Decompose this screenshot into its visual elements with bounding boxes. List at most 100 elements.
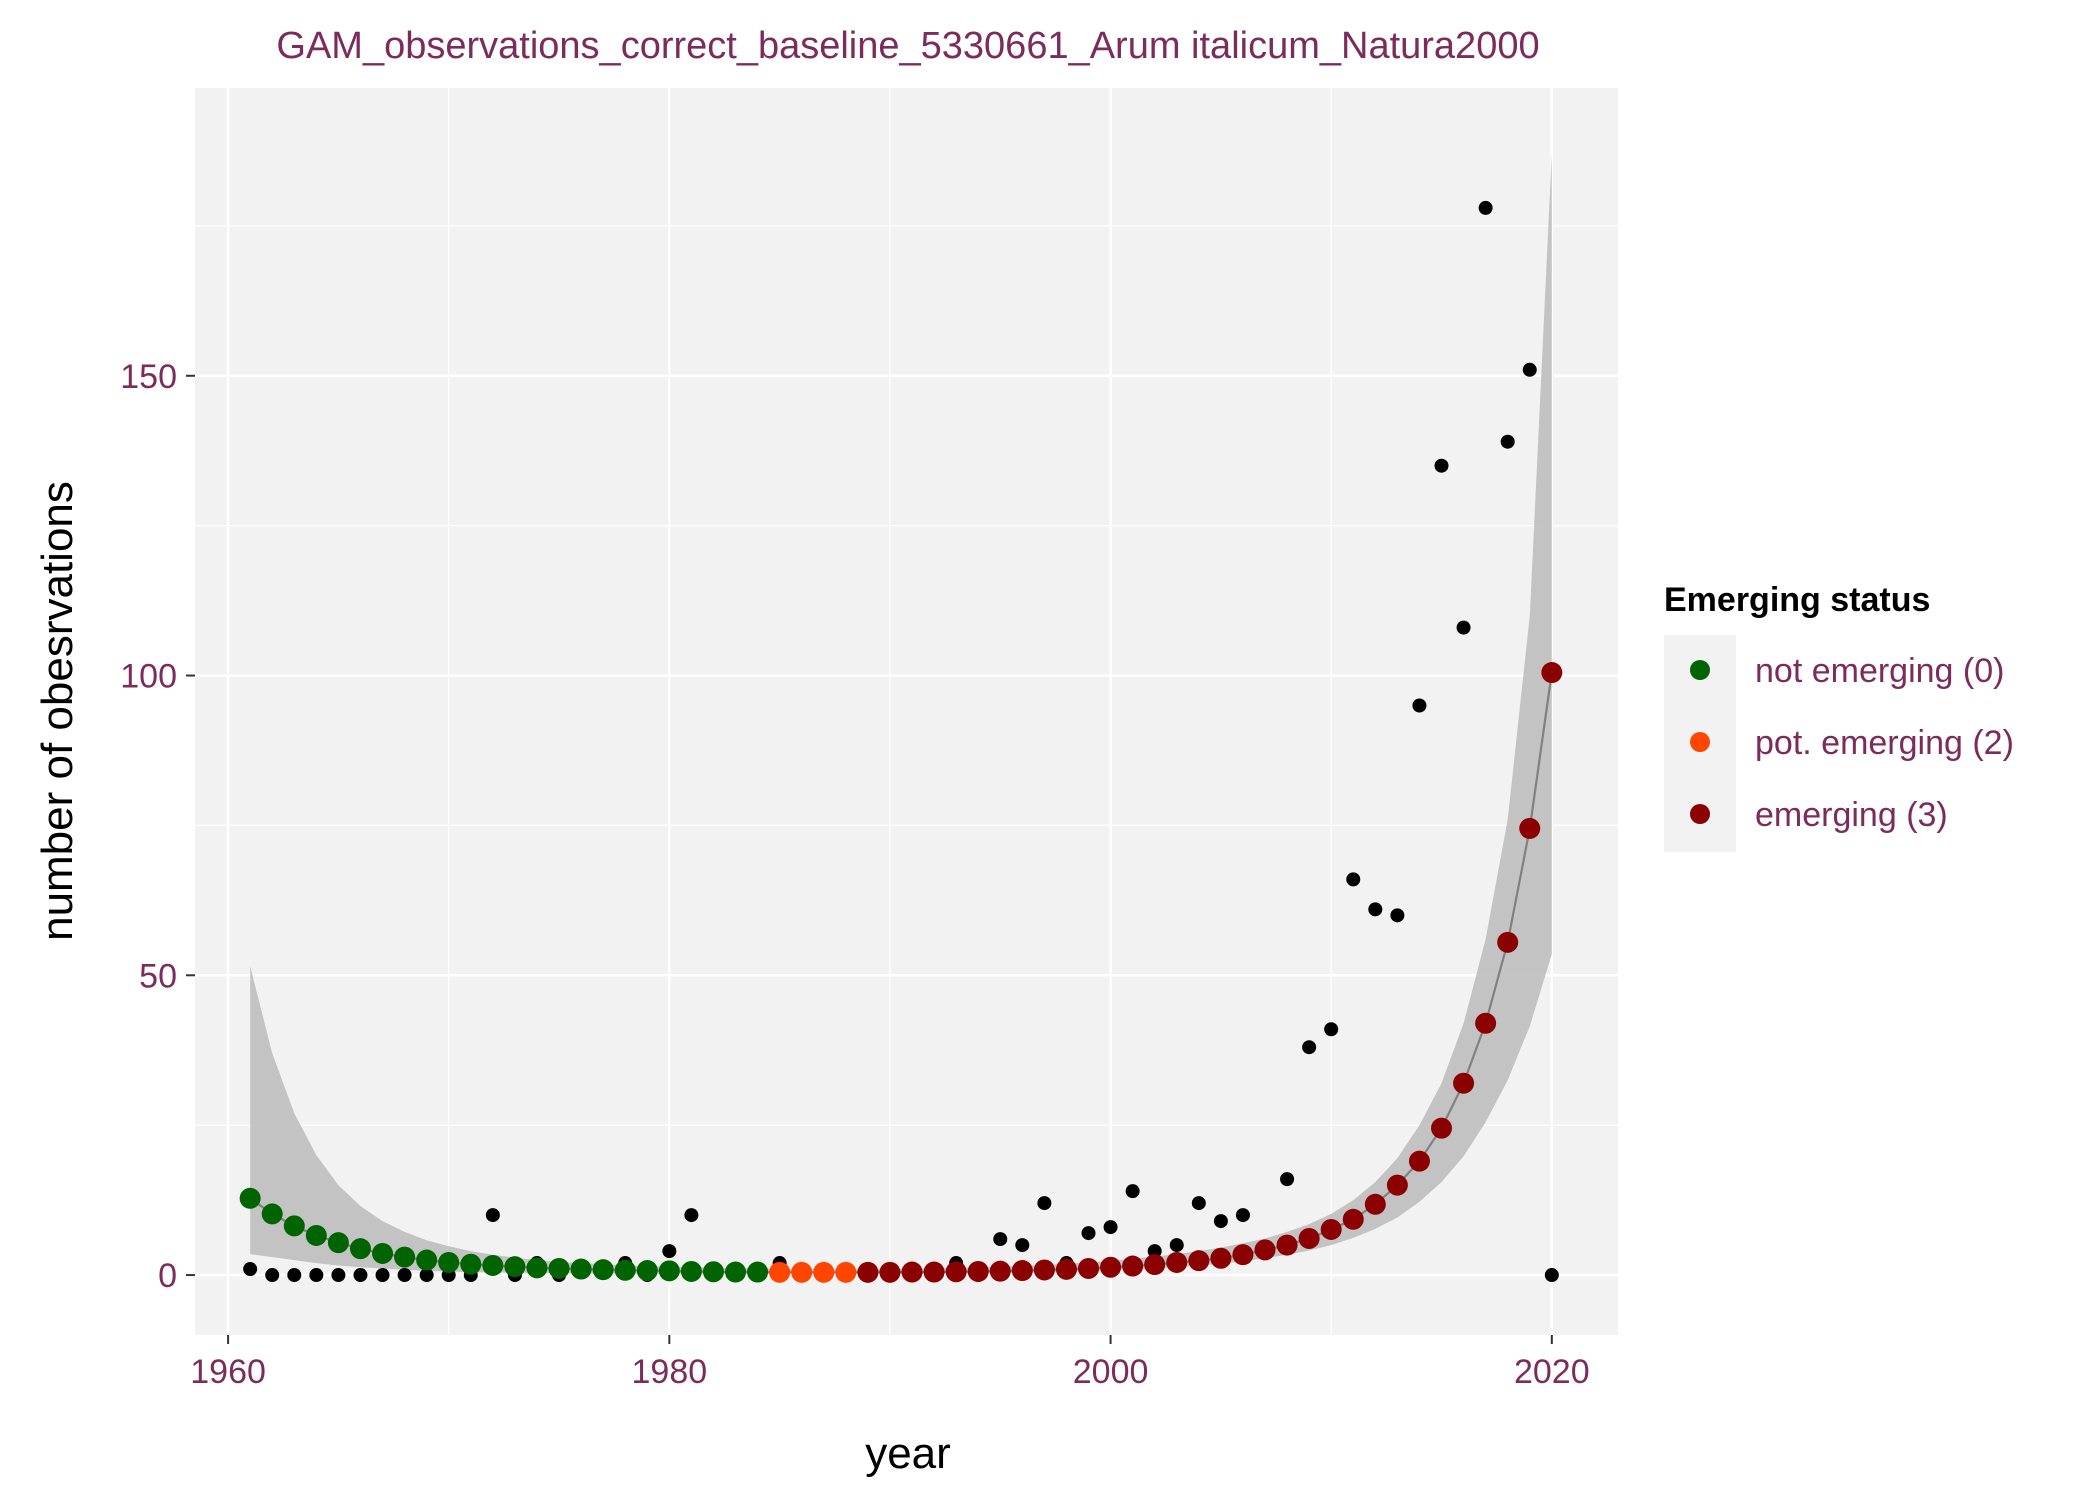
- observed-point: [1500, 434, 1515, 449]
- observed-point: [1346, 872, 1361, 887]
- observed-point: [331, 1268, 346, 1283]
- fitted-point: [1100, 1256, 1122, 1278]
- fitted-point: [504, 1256, 526, 1278]
- observed-point: [1037, 1196, 1052, 1211]
- legend-key-pot-emerging: [1690, 732, 1710, 752]
- fitted-point: [1320, 1218, 1342, 1240]
- y-axis-title: number of obesrvations: [33, 481, 82, 941]
- observed-point: [1280, 1172, 1295, 1187]
- fitted-point: [570, 1258, 592, 1280]
- observed-point: [287, 1268, 302, 1283]
- observed-point: [1456, 620, 1471, 635]
- fitted-point: [1408, 1150, 1430, 1172]
- x-axis-title: year: [865, 1429, 951, 1478]
- fitted-point: [1386, 1174, 1408, 1196]
- fitted-point: [416, 1249, 438, 1271]
- observed-point: [1015, 1238, 1030, 1253]
- fitted-point: [725, 1261, 747, 1283]
- observed-point: [265, 1268, 280, 1283]
- fitted-point: [1166, 1251, 1188, 1273]
- fitted-point: [526, 1257, 548, 1279]
- observed-point: [684, 1208, 699, 1223]
- fitted-point: [1453, 1072, 1475, 1094]
- fitted-point: [1254, 1239, 1276, 1261]
- observed-point: [1324, 1022, 1339, 1037]
- fitted-point: [1144, 1254, 1166, 1276]
- fitted-point: [327, 1232, 349, 1254]
- fitted-point: [923, 1261, 945, 1283]
- observed-point: [375, 1268, 390, 1283]
- observed-point: [1302, 1040, 1317, 1055]
- fitted-point: [394, 1246, 416, 1268]
- observed-point: [1103, 1220, 1118, 1235]
- observed-point: [353, 1268, 368, 1283]
- fitted-point: [835, 1261, 857, 1283]
- fitted-point: [1210, 1247, 1232, 1269]
- observed-point: [1522, 362, 1537, 377]
- observed-point: [1478, 200, 1493, 215]
- legend-key-not-emerging: [1690, 660, 1710, 680]
- fitted-point: [1342, 1208, 1364, 1230]
- fitted-point: [1188, 1250, 1210, 1272]
- observed-point: [1191, 1196, 1206, 1211]
- fitted-point: [1055, 1258, 1077, 1280]
- y-tick-label: 0: [158, 1257, 177, 1295]
- fitted-point: [1431, 1117, 1453, 1139]
- y-axis: 0 50 100 150: [120, 358, 195, 1295]
- observed-point: [1213, 1214, 1228, 1229]
- fitted-point: [1364, 1193, 1386, 1215]
- fitted-point: [460, 1253, 482, 1275]
- observed-point: [1434, 458, 1449, 473]
- fitted-point: [636, 1260, 658, 1282]
- chart-title: GAM_observations_correct_baseline_533066…: [276, 25, 1539, 67]
- y-tick-label: 100: [120, 658, 177, 696]
- fitted-point: [680, 1260, 702, 1282]
- observed-point: [397, 1268, 412, 1283]
- x-axis: 1960 1980 2000 2020: [190, 1335, 1590, 1391]
- observed-point: [1169, 1238, 1184, 1253]
- fitted-point: [349, 1238, 371, 1260]
- fitted-point: [1541, 662, 1563, 684]
- observed-point: [662, 1244, 677, 1259]
- fitted-points: [239, 662, 1563, 1283]
- legend-label-pot-emerging: pot. emerging (2): [1755, 724, 2014, 762]
- fitted-point: [1122, 1255, 1144, 1277]
- x-tick-label: 1960: [190, 1353, 266, 1391]
- fitted-point: [901, 1261, 923, 1283]
- fitted-point: [1033, 1259, 1055, 1281]
- fitted-point: [1298, 1227, 1320, 1249]
- fitted-point: [1276, 1234, 1298, 1256]
- observed-point: [993, 1232, 1008, 1247]
- fitted-point: [857, 1261, 879, 1283]
- x-tick-label: 2000: [1073, 1353, 1149, 1391]
- observed-point: [1544, 1268, 1559, 1283]
- y-tick-label: 150: [120, 358, 177, 396]
- observed-point: [1390, 908, 1405, 923]
- fitted-point: [1078, 1257, 1100, 1279]
- fitted-point: [879, 1261, 901, 1283]
- legend-key-emerging: [1690, 804, 1710, 824]
- fitted-point: [658, 1260, 680, 1282]
- x-tick-label: 1980: [632, 1353, 708, 1391]
- fitted-point: [482, 1254, 504, 1276]
- observed-point: [1147, 1244, 1162, 1259]
- fitted-point: [967, 1260, 989, 1282]
- major-gridlines: [195, 88, 1618, 1335]
- fitted-point: [747, 1261, 769, 1283]
- observed-point: [1368, 902, 1383, 917]
- fitted-point: [305, 1224, 327, 1246]
- observed-point: [1235, 1208, 1250, 1223]
- fitted-point: [438, 1251, 460, 1273]
- fitted-point: [945, 1261, 967, 1283]
- observed-point: [1412, 698, 1427, 713]
- plot-panel: [195, 88, 1618, 1335]
- fitted-point: [769, 1261, 791, 1283]
- legend: Emerging status not emerging (0) pot. em…: [1664, 581, 2014, 852]
- fitted-point: [989, 1260, 1011, 1282]
- fitted-point: [1232, 1244, 1254, 1266]
- fitted-point: [239, 1187, 261, 1209]
- legend-label-emerging: emerging (3): [1755, 796, 1948, 834]
- fitted-point: [1011, 1260, 1033, 1282]
- fitted-point: [791, 1261, 813, 1283]
